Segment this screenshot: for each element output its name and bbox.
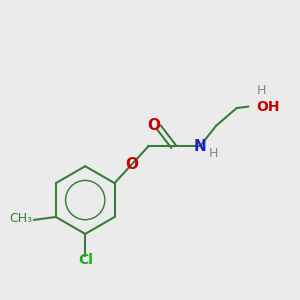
Text: OH: OH (256, 100, 279, 114)
Text: H: H (257, 84, 266, 97)
Text: CH₃: CH₃ (9, 212, 32, 225)
Text: N: N (194, 139, 206, 154)
Text: O: O (147, 118, 160, 133)
Text: H: H (208, 147, 218, 160)
Text: O: O (126, 158, 139, 172)
Text: Cl: Cl (78, 254, 93, 267)
